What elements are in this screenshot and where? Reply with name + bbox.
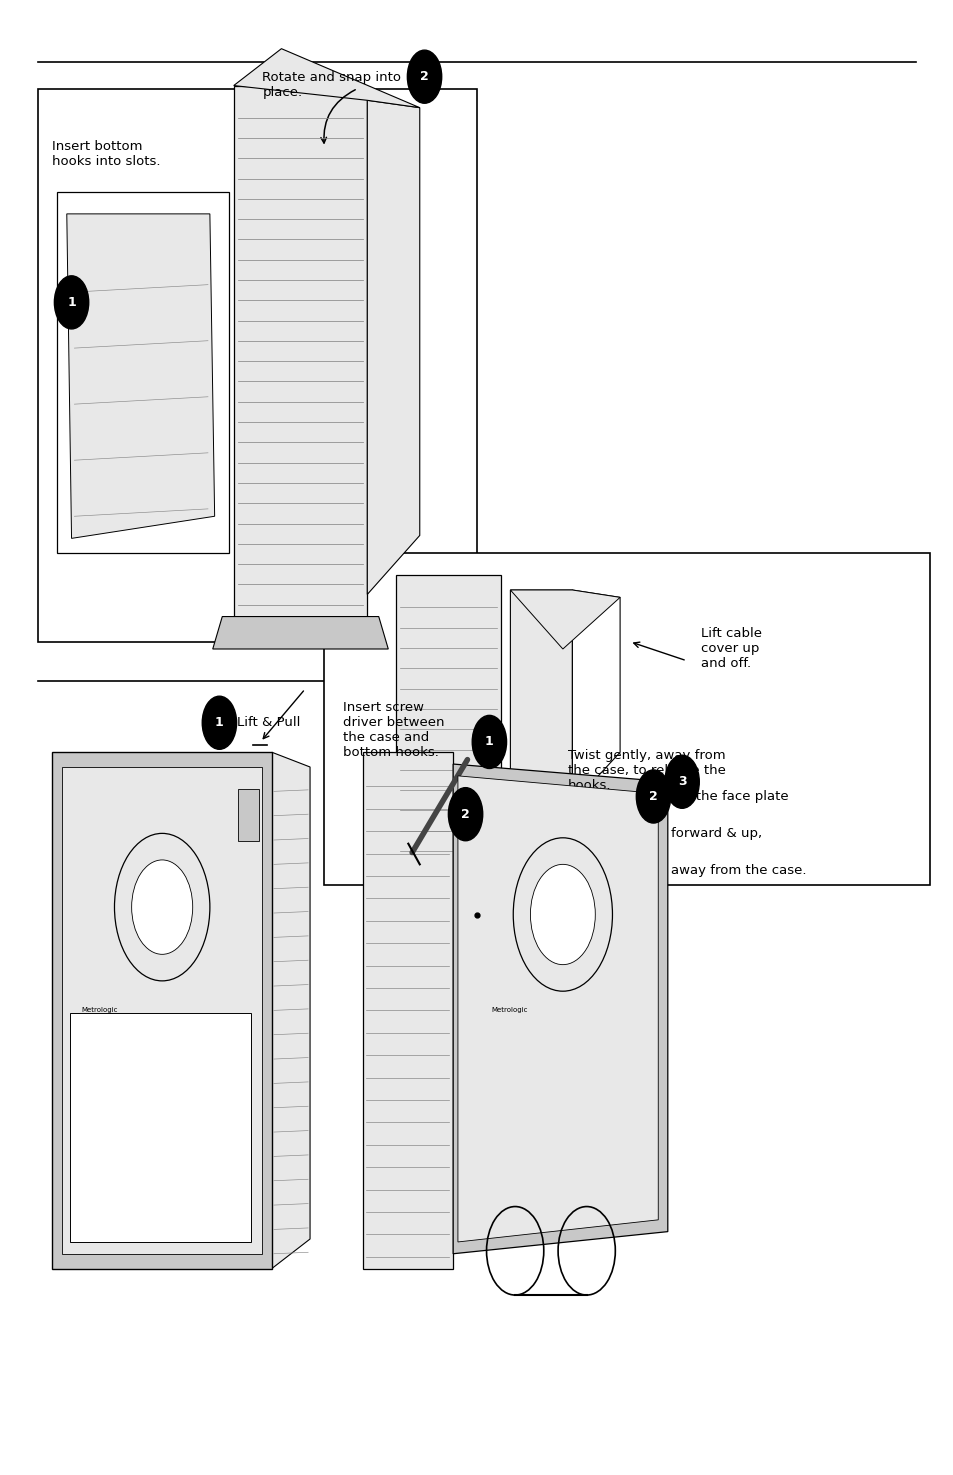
FancyBboxPatch shape: [362, 752, 453, 1268]
Polygon shape: [233, 49, 419, 108]
Text: Twist gently, away from
the case, to release the
hooks.: Twist gently, away from the case, to rel…: [567, 749, 724, 792]
FancyBboxPatch shape: [57, 192, 229, 553]
Text: Lift & Pull: Lift & Pull: [236, 717, 299, 729]
Polygon shape: [453, 764, 667, 1254]
Polygon shape: [457, 776, 658, 1242]
Text: 1: 1: [67, 296, 76, 308]
Circle shape: [407, 50, 441, 103]
Circle shape: [54, 276, 89, 329]
Polygon shape: [367, 100, 419, 594]
Text: Lift cable
cover up
and off.: Lift cable cover up and off.: [700, 627, 761, 670]
Text: 1: 1: [214, 717, 224, 729]
Polygon shape: [510, 590, 572, 858]
FancyBboxPatch shape: [52, 752, 272, 1268]
Polygon shape: [213, 617, 388, 649]
Circle shape: [448, 788, 482, 841]
Polygon shape: [67, 214, 214, 538]
Text: 2: 2: [648, 791, 658, 802]
Text: forward & up,: forward & up,: [670, 827, 761, 839]
Text: Rotate and snap into
place.: Rotate and snap into place.: [262, 71, 401, 99]
Polygon shape: [572, 590, 619, 804]
FancyBboxPatch shape: [62, 767, 262, 1254]
Text: Metrologic: Metrologic: [81, 1007, 117, 1013]
Text: 3: 3: [677, 776, 686, 788]
FancyBboxPatch shape: [70, 1013, 251, 1242]
Text: away from the case.: away from the case.: [670, 864, 805, 876]
FancyBboxPatch shape: [324, 553, 929, 885]
Circle shape: [202, 696, 236, 749]
Text: Insert screw
driver between
the case and
bottom hooks.: Insert screw driver between the case and…: [343, 701, 444, 758]
Circle shape: [530, 864, 595, 965]
Polygon shape: [272, 752, 310, 1268]
Text: Tilt the face plate: Tilt the face plate: [670, 791, 787, 802]
FancyBboxPatch shape: [238, 789, 259, 841]
Text: Insert bottom
hooks into slots.: Insert bottom hooks into slots.: [52, 140, 161, 168]
Circle shape: [513, 838, 612, 991]
Text: 2: 2: [460, 808, 470, 820]
Circle shape: [636, 770, 670, 823]
FancyBboxPatch shape: [38, 88, 476, 642]
Text: 2: 2: [419, 71, 429, 83]
Circle shape: [664, 755, 699, 808]
Circle shape: [472, 715, 506, 768]
FancyBboxPatch shape: [395, 575, 500, 863]
Text: 1: 1: [484, 736, 494, 748]
Polygon shape: [510, 590, 619, 649]
Circle shape: [114, 833, 210, 981]
Polygon shape: [378, 863, 517, 889]
Text: Metrologic: Metrologic: [491, 1007, 527, 1013]
Circle shape: [132, 860, 193, 954]
FancyBboxPatch shape: [233, 86, 367, 617]
